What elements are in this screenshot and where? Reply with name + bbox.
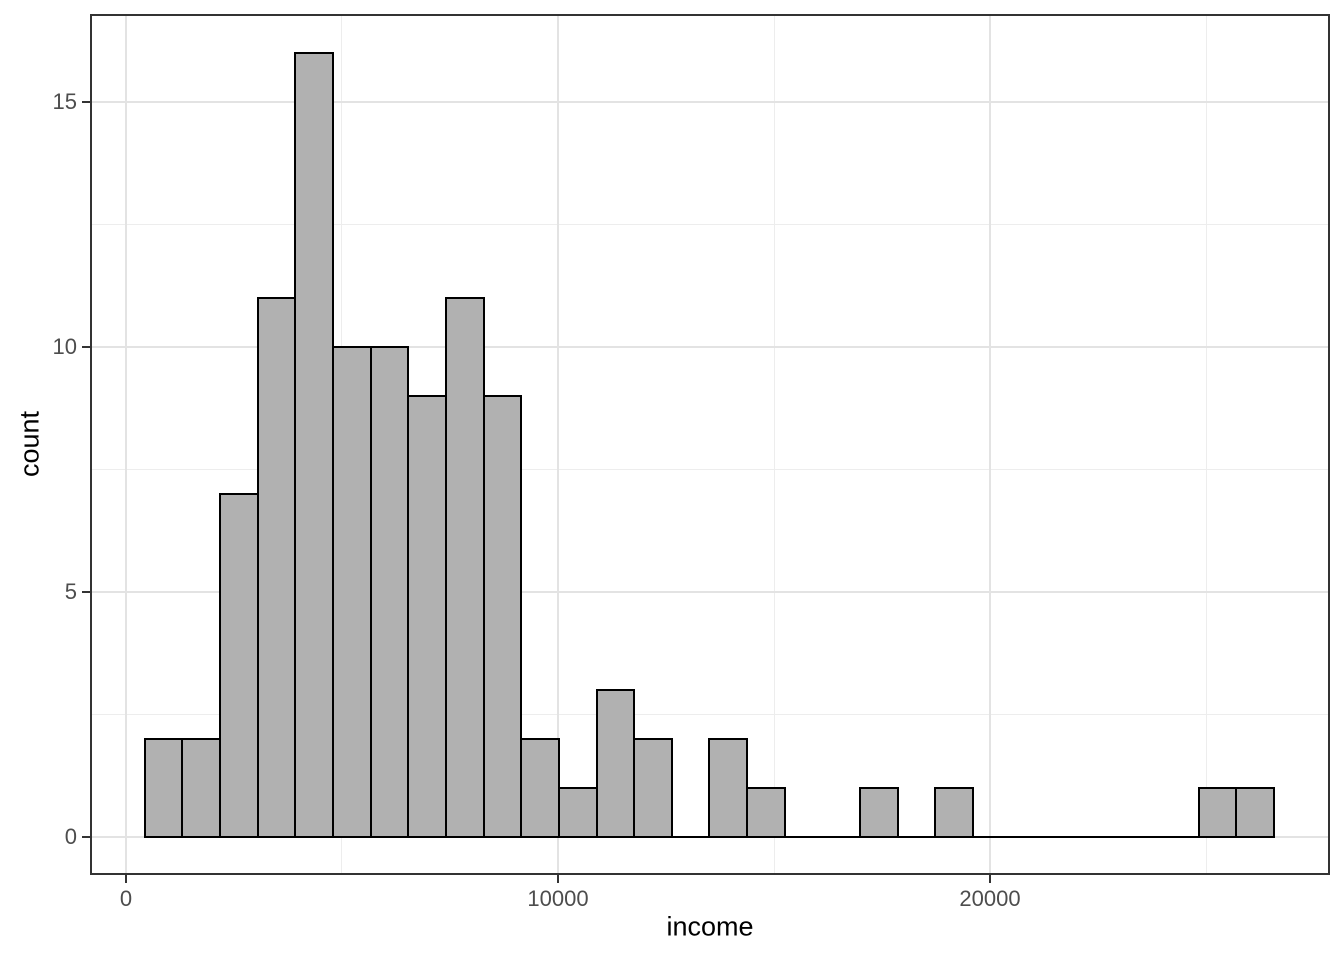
- histogram-zero-bin: [896, 835, 937, 838]
- x-tick-label: 20000: [959, 886, 1021, 911]
- x-major-gridline: [989, 16, 991, 873]
- y-axis-title: count: [14, 410, 45, 478]
- y-axis-tick: [82, 590, 90, 593]
- histogram-bar: [708, 737, 749, 838]
- y-tick-label: 0: [64, 823, 77, 849]
- x-minor-gridline: [773, 16, 775, 873]
- y-tick-label: 10: [52, 333, 77, 359]
- histogram-bar: [294, 51, 335, 838]
- x-axis-title: income: [666, 911, 754, 942]
- x-minor-gridline: [1205, 16, 1207, 873]
- histogram-bar: [369, 345, 410, 838]
- histogram-bar: [332, 345, 372, 838]
- y-axis-tick: [82, 835, 90, 838]
- histogram-bar: [444, 296, 485, 838]
- histogram-zero-bin: [1084, 835, 1125, 838]
- y-axis-tick: [82, 100, 90, 103]
- x-axis-tick: [124, 875, 127, 883]
- histogram-zero-bin: [1009, 835, 1050, 838]
- x-major-gridline: [124, 16, 127, 873]
- histogram-bar: [256, 296, 297, 838]
- histogram-bar: [1235, 786, 1276, 838]
- histogram-bar: [595, 688, 636, 838]
- x-tick-label: 10000: [527, 886, 589, 911]
- histogram-zero-bin: [821, 835, 861, 838]
- histogram-zero-bin: [1160, 835, 1200, 838]
- x-tick-label: 0: [119, 886, 133, 911]
- histogram-bar: [746, 786, 786, 838]
- x-major-gridline: [557, 16, 559, 873]
- histogram-bar: [143, 737, 184, 838]
- histogram-bar: [407, 394, 447, 838]
- histogram-bar: [858, 786, 899, 838]
- x-axis-tick: [557, 875, 559, 883]
- y-major-gridline: [92, 100, 1328, 103]
- histogram-zero-bin: [1122, 835, 1163, 838]
- y-minor-gridline: [92, 713, 1328, 715]
- histogram-bar: [219, 492, 259, 838]
- histogram-bar: [520, 737, 560, 838]
- histogram-zero-bin: [670, 835, 711, 838]
- y-axis-tick: [82, 345, 90, 348]
- histogram-bar: [1197, 786, 1238, 838]
- x-axis-tick: [989, 875, 991, 883]
- y-tick-label: 5: [64, 578, 77, 604]
- histogram-zero-bin: [971, 835, 1012, 838]
- y-minor-gridline: [92, 223, 1328, 225]
- histogram-bar: [934, 786, 974, 838]
- histogram-bar: [557, 786, 598, 838]
- y-major-gridline: [92, 590, 1328, 593]
- y-minor-gridline: [92, 468, 1328, 470]
- histogram-bar: [482, 394, 523, 838]
- histogram-zero-bin: [1047, 835, 1087, 838]
- histogram-zero-bin: [783, 835, 824, 838]
- y-tick-label: 15: [52, 88, 77, 114]
- histogram-bar: [633, 737, 673, 838]
- histogram-bar: [181, 737, 222, 838]
- y-major-gridline: [92, 345, 1328, 348]
